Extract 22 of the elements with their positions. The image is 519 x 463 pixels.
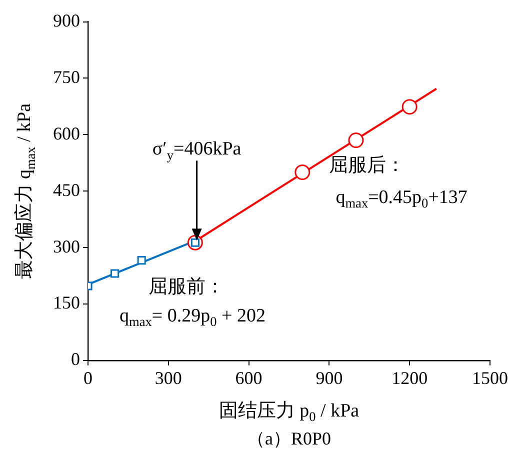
- y-tick-label: 150: [53, 292, 80, 313]
- text: （a）R0P0: [246, 428, 332, 448]
- x-tick-label: 1200: [392, 368, 428, 388]
- x-tick-label: 300: [154, 368, 182, 388]
- point: [110, 269, 120, 278]
- y-tick-label: 0: [71, 349, 80, 370]
- annotation: 屈服前：: [148, 276, 224, 298]
- point: [402, 99, 418, 115]
- y-tick-label: 900: [53, 10, 80, 31]
- point: [137, 256, 146, 265]
- x-tick-label: 1500: [472, 368, 508, 388]
- x-tick-label: 900: [316, 368, 343, 388]
- y-tick-label: 750: [53, 66, 80, 87]
- y-axis-title: 最大偏应力 qmax / kPa: [13, 102, 38, 279]
- annotation: 屈服后：: [329, 154, 406, 176]
- y-tick-label: 450: [53, 180, 80, 200]
- point: [294, 164, 310, 180]
- y-tick-label: 600: [53, 123, 80, 144]
- x-tick-label: 600: [235, 368, 262, 388]
- x-tick-label: 0: [84, 368, 92, 388]
- point: [348, 132, 364, 148]
- y-tick-label: 300: [53, 236, 80, 256]
